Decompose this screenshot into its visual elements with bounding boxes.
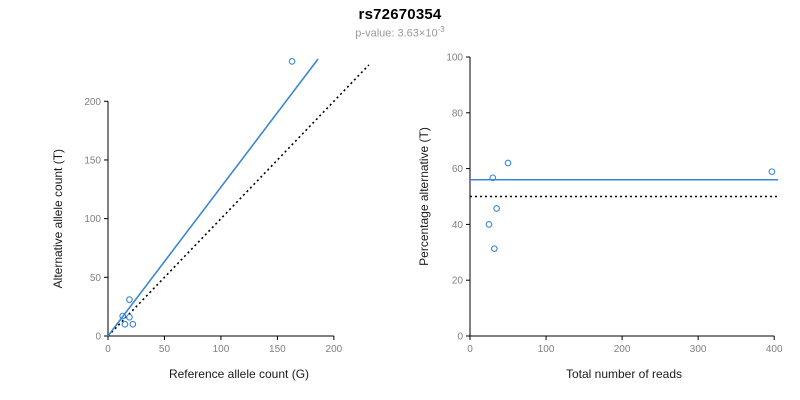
data-point: [121, 320, 129, 328]
x-tick-label: 400: [766, 344, 783, 355]
data-point: [768, 168, 776, 176]
data-point: [485, 221, 493, 228]
y-tick-label: 200: [84, 97, 101, 108]
x-tick-label: 0: [105, 344, 111, 355]
regression-line: [107, 58, 319, 337]
y-tick-label: 0: [457, 332, 463, 343]
allele-count-scatter-chart: 0 50 100 150 200 0 50 100 150 200 Reference allele…: [51, 58, 370, 381]
data-point: [129, 320, 137, 328]
y-tick-label: 100: [84, 214, 101, 225]
percentage-reads-scatter-chart: 0 100 200 300 400 0 20 40 60 80 100 Total number of…: [417, 53, 783, 382]
figure-header: rs72670354 p-value: 3.63×10-3: [0, 6, 800, 40]
pvalue-text: p-value: 3.63×10: [355, 27, 438, 40]
y-tick-label: 150: [84, 155, 101, 166]
y-tick-label: 40: [452, 220, 464, 231]
x-tick-label: 50: [159, 344, 171, 355]
data-point: [126, 296, 133, 303]
pvalue-subtitle: p-value: 3.63×10-3: [0, 25, 800, 40]
y-tick-label: 100: [446, 53, 463, 64]
x-tick-label: 200: [614, 344, 631, 355]
data-point: [489, 174, 497, 182]
data-point: [288, 58, 296, 65]
y-axis-title: Percentage alternative (T): [417, 127, 431, 266]
y-tick-label: 20: [452, 276, 464, 287]
y-tick-label: 80: [452, 108, 464, 119]
x-axis-title: Total number of reads: [566, 367, 682, 381]
data-point: [504, 159, 512, 167]
y-tick-label: 50: [90, 273, 102, 284]
snp-title: rs72670354: [358, 6, 442, 23]
data-point: [493, 205, 500, 212]
x-axis-title: Reference allele count (G): [169, 367, 309, 381]
x-tick-label: 100: [538, 344, 555, 355]
y-tick-label: 0: [95, 332, 101, 343]
data-point: [126, 313, 133, 321]
y-tick-label: 60: [452, 164, 464, 175]
x-tick-label: 0: [467, 344, 473, 355]
identity-line: [107, 64, 370, 337]
x-tick-label: 100: [213, 344, 230, 355]
pvalue-exponent: -3: [437, 25, 445, 34]
charts-row: 0 50 100 150 200 0 50 100 150 200 Reference allele…: [0, 40, 800, 400]
data-point: [119, 312, 127, 320]
x-tick-label: 200: [326, 344, 343, 355]
x-tick-label: 300: [690, 344, 707, 355]
x-tick-label: 150: [269, 344, 286, 355]
data-point: [490, 245, 498, 253]
y-axis-title: Alternative allele count (T): [51, 149, 65, 288]
